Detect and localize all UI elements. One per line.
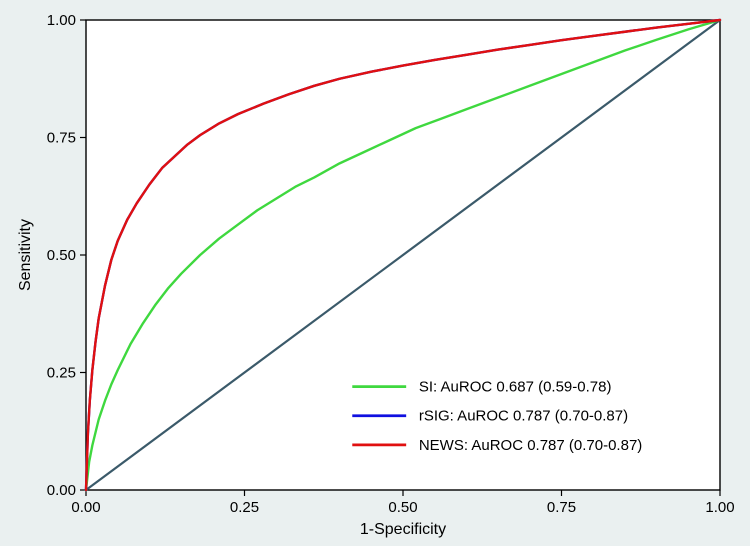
x-axis-label: 1-Specificity xyxy=(360,521,446,538)
y-tick-label: 0.75 xyxy=(47,130,76,147)
x-tick-label: 0.75 xyxy=(547,499,576,516)
y-tick-label: 1.00 xyxy=(47,12,76,29)
x-tick-label: 1.00 xyxy=(705,499,734,516)
y-tick-label: 0.25 xyxy=(47,365,76,382)
y-tick-label: 0.00 xyxy=(47,482,76,499)
legend-label-SI: SI: AuROC 0.687 (0.59-0.78) xyxy=(419,379,612,396)
roc-chart: 0.00 0.25 0.50 0.75 1.00 0.00 0.25 0.50 0.75 1.00… xyxy=(0,0,750,546)
x-tick-label: 0.00 xyxy=(71,499,100,516)
y-axis-label: Sensitivity xyxy=(17,219,34,291)
legend-label-rSIG: rSIG: AuROC 0.787 (0.70-0.87) xyxy=(419,408,628,425)
y-tick-label: 0.50 xyxy=(47,247,76,264)
x-tick-label: 0.50 xyxy=(388,499,417,516)
legend-label-NEWS: NEWS: AuROC 0.787 (0.70-0.87) xyxy=(419,437,642,454)
x-tick-label: 0.25 xyxy=(230,499,259,516)
roc-svg: 0.00 0.25 0.50 0.75 1.00 0.00 0.25 0.50 0.75 1.00… xyxy=(0,0,750,546)
